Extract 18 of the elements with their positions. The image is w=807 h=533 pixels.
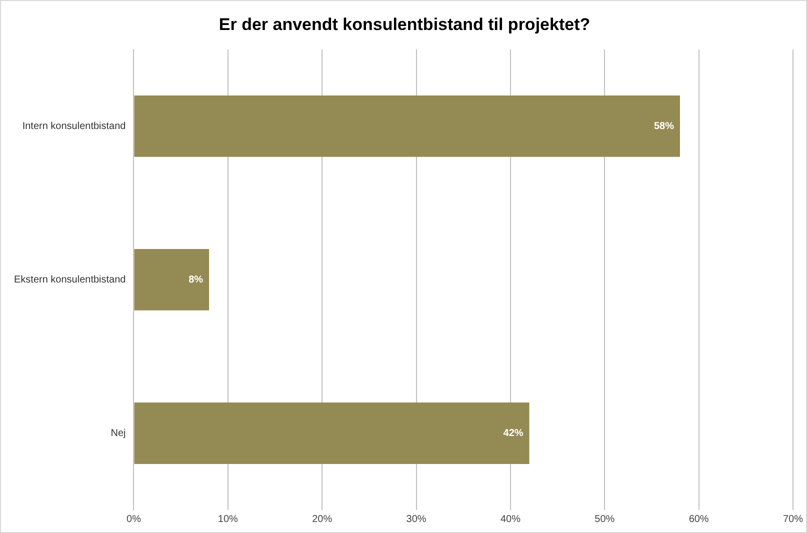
x-tick-label: 30% bbox=[406, 514, 426, 525]
x-tick-label: 40% bbox=[500, 514, 521, 525]
y-tick-label: Ekstern konsulentbistand bbox=[14, 274, 126, 286]
x-tick-label: 0% bbox=[126, 514, 142, 525]
bar bbox=[134, 95, 680, 157]
x-tick-label: 50% bbox=[594, 514, 615, 525]
data-label: 58% bbox=[654, 120, 674, 132]
y-tick-label: Nej bbox=[110, 428, 126, 439]
x-tick-label: 10% bbox=[218, 514, 238, 525]
chart-title: Er der anvendt konsulentbistand til projektet? bbox=[218, 14, 590, 34]
data-label: 8% bbox=[188, 274, 204, 286]
x-tick-label: 20% bbox=[312, 514, 332, 525]
y-tick-label: Intern konsulentbistand bbox=[22, 120, 126, 132]
x-tick-label: 70% bbox=[782, 514, 804, 525]
x-tick-label: 60% bbox=[688, 514, 709, 525]
bar bbox=[134, 248, 210, 310]
data-label: 42% bbox=[503, 428, 524, 439]
bar bbox=[134, 402, 530, 464]
